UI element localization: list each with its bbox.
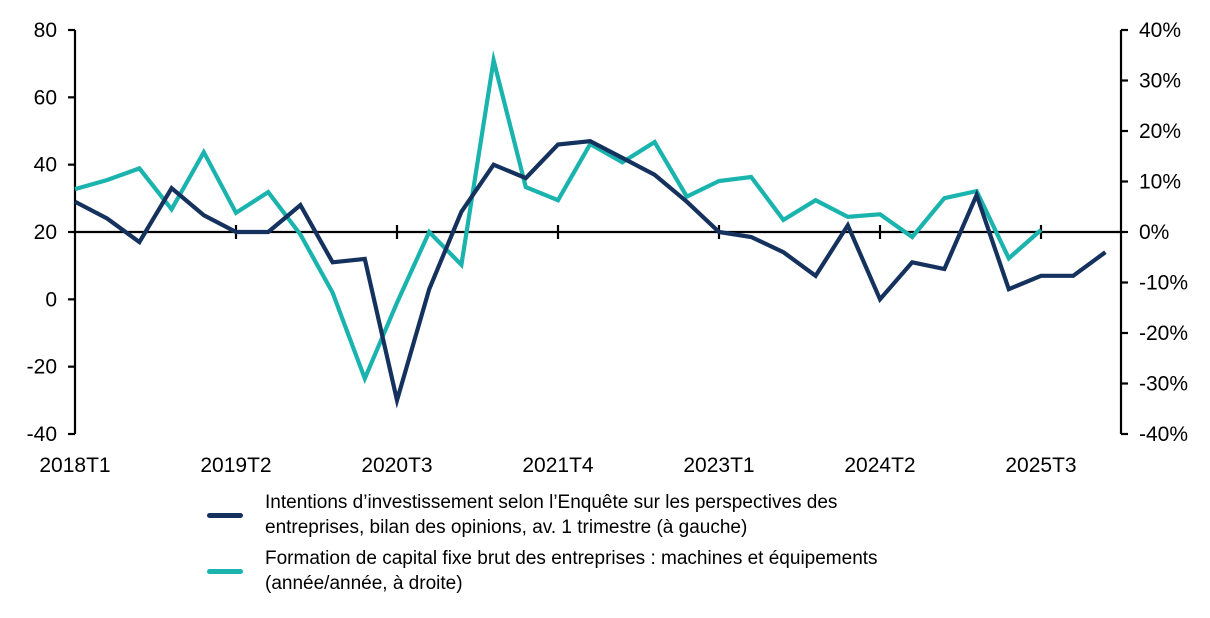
legend-item-investment-intentions: Intentions d’investissement selon l’Enqu… (205, 490, 1005, 540)
line-chart: 80 60 40 20 0 -20 -40 40% 30% 20% 10% 0% -10% -20% -30… (27, 19, 1188, 477)
x-tick-label: 2024T2 (844, 454, 915, 477)
left-y-tick-label: 80 (34, 19, 57, 42)
left-y-tick-label: 20 (34, 221, 57, 244)
legend-label-line-2: entreprises, bilan des opinions, av. 1 t… (265, 517, 748, 538)
legend-swatch-teal (207, 569, 243, 574)
x-tick-label: 2019T2 (200, 454, 271, 477)
legend: Intentions d’investissement selon l’Enqu… (205, 490, 1005, 602)
right-y-tick-label: 20% (1139, 120, 1181, 143)
series-layer (74, 49, 1107, 409)
x-tick-label: 2023T1 (683, 454, 754, 477)
series-line-investment-intentions (74, 138, 1107, 409)
right-y-tick-label: -40% (1139, 423, 1188, 446)
legend-item-capital-formation: Formation de capital fixe brut des entre… (205, 546, 1005, 596)
right-y-tick-label: 10% (1139, 171, 1181, 194)
right-y-tick-label: 40% (1139, 19, 1181, 42)
legend-swatch-dark-navy (207, 513, 243, 518)
x-tick-label: 2018T1 (39, 454, 110, 477)
right-y-tick-label: -10% (1139, 272, 1188, 295)
right-y-tick-label: -20% (1139, 322, 1188, 345)
left-y-tick-label: -40 (27, 423, 57, 446)
x-tick-label: 2020T3 (361, 454, 432, 477)
x-tick-label: 2025T3 (1005, 454, 1076, 477)
tick-labels: 80 60 40 20 0 -20 -40 40% 30% 20% 10% 0% -10% -20% -30… (27, 19, 1188, 477)
left-y-tick-label: 0 (45, 288, 57, 311)
right-y-tick-label: 30% (1139, 70, 1181, 93)
right-y-tick-label: -30% (1139, 373, 1188, 396)
left-y-tick-label: 40 (34, 154, 57, 177)
legend-label-line-1: Intentions d’investissement selon l’Enqu… (265, 492, 838, 513)
left-y-tick-label: -20 (27, 356, 57, 379)
left-y-tick-label: 60 (34, 86, 57, 109)
axes (68, 28, 1128, 436)
legend-label-line-1: Formation de capital fixe brut des entre… (265, 548, 878, 569)
right-y-tick-label: 0% (1139, 221, 1169, 244)
legend-label-line-2: (année/année, à droite) (265, 573, 463, 594)
series-line-capital-formation (74, 49, 1043, 385)
x-tick-label: 2021T4 (522, 454, 594, 477)
